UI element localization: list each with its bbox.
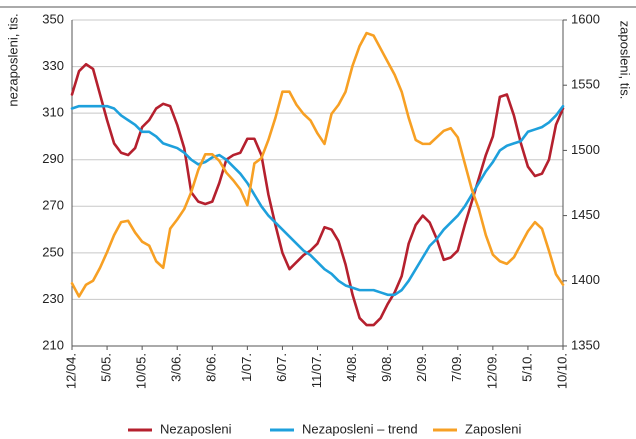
y2-tick-label: 1400 bbox=[571, 272, 600, 287]
x-tick-label: 2/09. bbox=[414, 353, 429, 382]
x-tick-label: 8/06. bbox=[204, 353, 219, 382]
x-tick-label: 9/08. bbox=[379, 353, 394, 382]
y-tick-label: 330 bbox=[42, 58, 64, 73]
y-tick-label: 350 bbox=[42, 11, 64, 26]
x-tick-label: 10/10. bbox=[554, 353, 569, 389]
x-tick-label: 11/07. bbox=[309, 353, 324, 388]
x-tick-label: 4/08. bbox=[344, 353, 359, 382]
y-tick-label: 310 bbox=[42, 105, 64, 120]
x-tick-label: 5/05. bbox=[99, 353, 114, 382]
y-tick-label: 230 bbox=[42, 291, 64, 306]
legend-label: Nezaposleni – trend bbox=[302, 421, 418, 436]
x-tick-label: 1/07. bbox=[239, 353, 254, 382]
x-tick-label: 5/10. bbox=[519, 353, 534, 382]
y2-tick-label: 1350 bbox=[571, 337, 600, 352]
x-tick-label: 3/06. bbox=[169, 353, 184, 382]
y2-tick-label: 1450 bbox=[571, 207, 600, 222]
y2-axis-label: zaposleni, tis. bbox=[618, 21, 633, 100]
y2-tick-label: 1500 bbox=[571, 142, 600, 157]
x-tick-label: 7/09. bbox=[449, 353, 464, 382]
x-tick-label: 12/04. bbox=[63, 353, 78, 389]
y-axis-label: nezaposleni, tis. bbox=[5, 13, 20, 106]
y-tick-label: 210 bbox=[42, 337, 64, 352]
y2-tick-label: 1550 bbox=[571, 77, 600, 92]
legend-label: Nezaposleni bbox=[160, 421, 232, 436]
series-line bbox=[70, 31, 565, 298]
x-tick-label: 10/05. bbox=[134, 353, 149, 389]
y-tick-label: 270 bbox=[42, 198, 64, 213]
y-tick-label: 250 bbox=[42, 244, 64, 259]
legend-label: Zaposleni bbox=[465, 421, 521, 436]
y2-tick-label: 1600 bbox=[571, 11, 600, 26]
x-tick-label: 6/07. bbox=[274, 353, 289, 382]
x-tick-label: 12/09. bbox=[484, 353, 499, 389]
y-tick-label: 290 bbox=[42, 151, 64, 166]
series-line bbox=[70, 104, 565, 297]
series-line bbox=[70, 62, 565, 327]
